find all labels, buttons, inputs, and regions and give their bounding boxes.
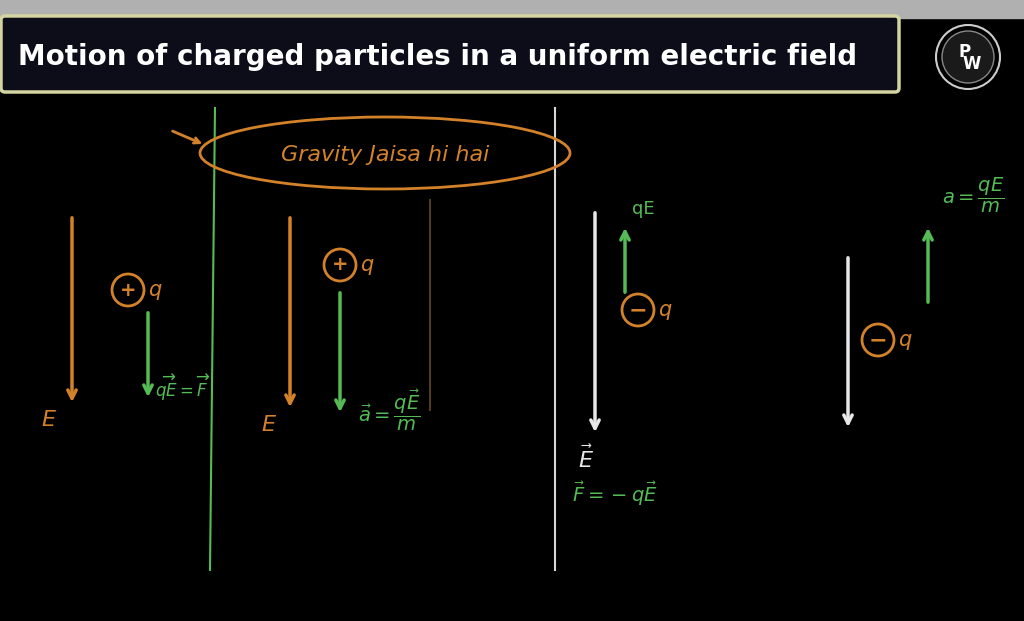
Text: $\vec{F}=-q\vec{E}$: $\vec{F}=-q\vec{E}$ xyxy=(572,480,657,508)
Text: qE: qE xyxy=(632,200,654,218)
Text: +: + xyxy=(120,281,136,299)
Text: $\vec{E}$: $\vec{E}$ xyxy=(578,445,594,472)
Text: +: + xyxy=(332,255,348,274)
Text: E: E xyxy=(261,415,275,435)
Text: q: q xyxy=(148,280,161,300)
Circle shape xyxy=(942,31,994,83)
Text: $\overrightarrow{qE}=\overrightarrow{F}$: $\overrightarrow{qE}=\overrightarrow{F}$ xyxy=(155,373,211,404)
Text: Motion of charged particles in a uniform electric field: Motion of charged particles in a uniform… xyxy=(18,43,857,71)
Bar xyxy=(0,0,1024,18)
FancyBboxPatch shape xyxy=(1,16,899,92)
Text: q: q xyxy=(658,300,672,320)
Text: E: E xyxy=(41,410,55,430)
Text: q: q xyxy=(360,255,374,275)
Text: −: − xyxy=(629,300,647,320)
Text: Gravity Jaisa hi hai: Gravity Jaisa hi hai xyxy=(281,145,489,165)
Text: $a=\dfrac{qE}{m}$: $a=\dfrac{qE}{m}$ xyxy=(942,176,1005,215)
Text: q: q xyxy=(898,330,911,350)
Text: $\vec{a}=\dfrac{q\vec{E}}{m}$: $\vec{a}=\dfrac{q\vec{E}}{m}$ xyxy=(358,388,421,433)
Text: −: − xyxy=(868,330,888,350)
Text: P: P xyxy=(958,43,971,61)
Text: W: W xyxy=(963,55,981,73)
